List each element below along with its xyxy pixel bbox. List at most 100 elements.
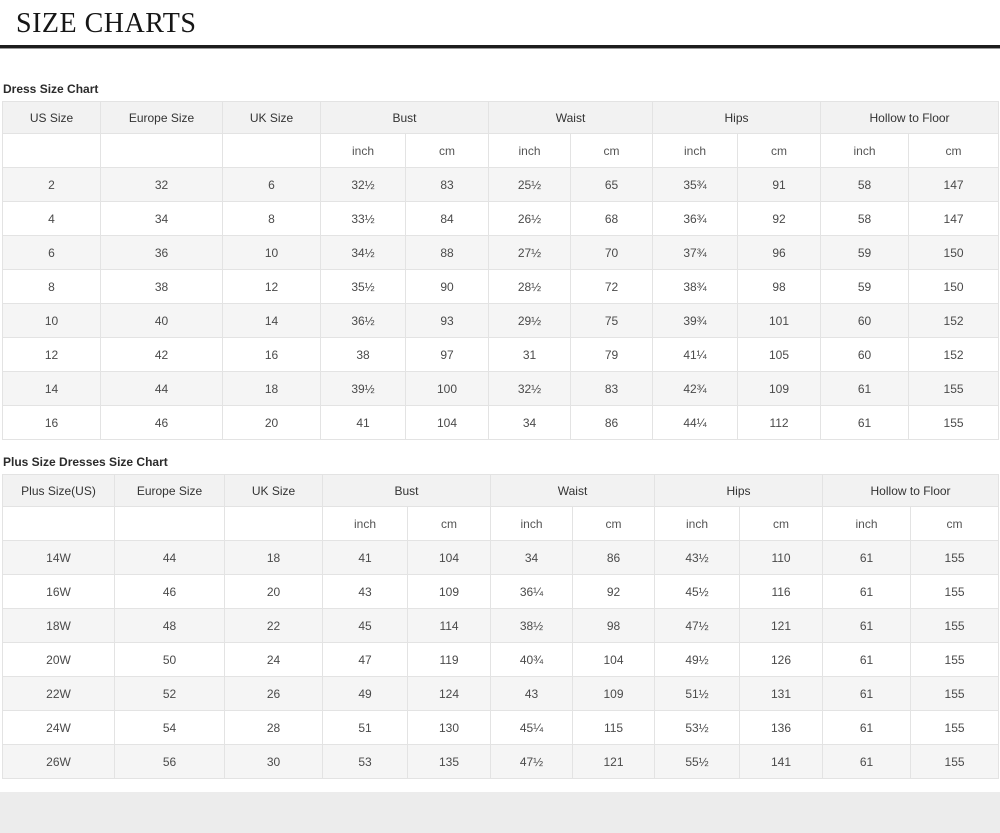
unit-header: cm	[404, 133, 490, 168]
table-cell: 12	[222, 269, 321, 304]
table-cell: 41	[320, 405, 406, 440]
column-group-header: UK Size	[224, 474, 323, 507]
table-cell: 10	[222, 235, 321, 270]
table-cell: 100	[404, 371, 490, 406]
table-cell: 155	[910, 676, 1000, 711]
table-cell: 26W	[2, 744, 115, 779]
unit-header: cm	[908, 133, 1000, 168]
table-cell: 32½	[320, 167, 406, 202]
table-cell: 20	[222, 405, 321, 440]
table-cell: 53½	[654, 710, 741, 745]
table-cell: 34½	[320, 235, 406, 270]
table-cell: 91	[737, 167, 822, 202]
table-cell: 101	[737, 303, 822, 338]
table-cell: 28	[224, 710, 323, 745]
table-cell: 150	[908, 269, 1000, 304]
table-cell: 8	[222, 201, 321, 236]
table-cell: 56	[114, 744, 225, 779]
table-row: 26W 56 30 53 135 47½ 121 55½ 141 61 155	[2, 744, 1000, 779]
table-cell: 86	[570, 405, 654, 440]
table-cell: 20W	[2, 642, 115, 677]
empty-header-cell	[2, 506, 115, 541]
table-cell: 10	[2, 303, 101, 338]
table-cell: 155	[908, 405, 1000, 440]
table-cell: 38	[320, 337, 406, 372]
table-cell: 150	[908, 235, 1000, 270]
column-group-header: US Size	[2, 101, 101, 134]
table-cell: 44¼	[652, 405, 739, 440]
unit-header: inch	[654, 506, 741, 541]
table-cell: 25½	[488, 167, 572, 202]
table-cell: 58	[820, 167, 910, 202]
table-cell: 155	[910, 710, 1000, 745]
unit-header: cm	[737, 133, 822, 168]
table-cell: 97	[404, 337, 490, 372]
table-cell: 18	[224, 540, 323, 575]
table-cell: 16	[2, 405, 101, 440]
table-cell: 130	[406, 710, 492, 745]
table-cell: 60	[820, 337, 910, 372]
table-cell: 31	[488, 337, 572, 372]
table-cell: 40¾	[490, 642, 574, 677]
table-cell: 29½	[488, 303, 572, 338]
table-cell: 59	[820, 235, 910, 270]
table-cell: 6	[2, 235, 101, 270]
table-cell: 35½	[320, 269, 406, 304]
unit-header: cm	[406, 506, 492, 541]
table-cell: 110	[739, 540, 824, 575]
table-cell: 96	[737, 235, 822, 270]
empty-header-cell	[222, 133, 321, 168]
table-cell: 34	[100, 201, 223, 236]
table-cell: 147	[908, 201, 1000, 236]
table-cell: 39¾	[652, 303, 739, 338]
table-cell: 38½	[490, 608, 574, 643]
table-row: 14W 44 18 41 104 34 86 43½ 110 61 155	[2, 540, 1000, 575]
table-cell: 36	[100, 235, 223, 270]
table-cell: 109	[406, 574, 492, 609]
table-cell: 39½	[320, 371, 406, 406]
table-cell: 114	[406, 608, 492, 643]
unit-header: cm	[739, 506, 824, 541]
table-cell: 36¾	[652, 201, 739, 236]
table-cell: 45	[322, 608, 408, 643]
table-cell: 152	[908, 337, 1000, 372]
table-cell: 35¾	[652, 167, 739, 202]
table-cell: 47	[322, 642, 408, 677]
table-cell: 32½	[488, 371, 572, 406]
table-cell: 44	[114, 540, 225, 575]
table-cell: 109	[572, 676, 656, 711]
table-cell: 119	[406, 642, 492, 677]
unit-header: inch	[822, 506, 912, 541]
table-cell: 18	[222, 371, 321, 406]
size-charts-page: SIZE CHARTS Dress Size Chart US Size Euro…	[0, 8, 1000, 833]
table-cell: 24	[224, 642, 323, 677]
dress-size-chart-caption: Dress Size Chart	[3, 82, 99, 96]
table-cell: 98	[572, 608, 656, 643]
table-cell: 93	[404, 303, 490, 338]
table-header: Plus Size(US) Europe Size UK Size Bust Waist…	[2, 474, 1000, 541]
unit-header: inch	[820, 133, 910, 168]
table-cell: 42¾	[652, 371, 739, 406]
table-cell: 152	[908, 303, 1000, 338]
table-cell: 92	[737, 201, 822, 236]
table-cell: 54	[114, 710, 225, 745]
table-cell: 14	[222, 303, 321, 338]
column-group-header: Europe Size	[114, 474, 225, 507]
column-group-header: Bust	[319, 101, 490, 134]
table-cell: 98	[737, 269, 822, 304]
table-cell: 34	[490, 540, 574, 575]
table-cell: 104	[572, 642, 656, 677]
table-cell: 34	[488, 405, 572, 440]
column-group-header: Hollow to Floor	[822, 474, 1000, 507]
table-cell: 58	[820, 201, 910, 236]
empty-header-cell	[224, 506, 323, 541]
table-row: 14 44 18 39½ 100 32½ 83 42¾ 109 61 155	[2, 371, 1000, 406]
table-cell: 41¼	[652, 337, 739, 372]
table-cell: 116	[739, 574, 824, 609]
table-cell: 26	[224, 676, 323, 711]
table-cell: 24W	[2, 710, 115, 745]
table-cell: 6	[222, 167, 321, 202]
table-cell: 4	[2, 201, 101, 236]
table-cell: 38	[100, 269, 223, 304]
table-cell: 32	[100, 167, 223, 202]
